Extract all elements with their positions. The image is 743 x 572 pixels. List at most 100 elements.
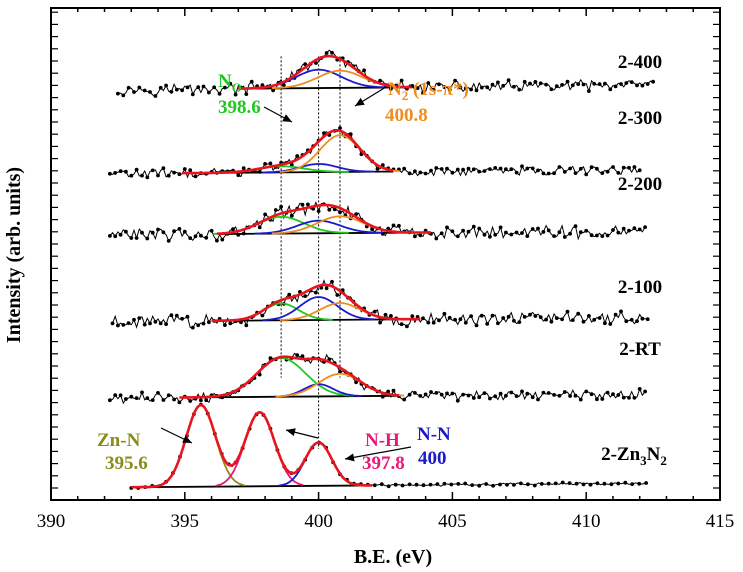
data-point (204, 235, 209, 240)
series-label-text: 2-400 (618, 52, 662, 73)
data-point (161, 398, 166, 402)
data-point (273, 208, 278, 212)
data-point (150, 398, 155, 402)
data-point (643, 389, 647, 394)
data-point (324, 51, 329, 55)
data-point (474, 323, 479, 328)
series-label-sub: 3 (640, 453, 647, 468)
data-point (129, 236, 134, 240)
data-point (557, 230, 562, 235)
data-point (201, 84, 206, 89)
annotation-arrow (344, 446, 412, 460)
data-point (413, 169, 417, 174)
data-point (552, 234, 556, 239)
data-point (581, 482, 586, 487)
data-point (158, 85, 163, 90)
data-point (611, 165, 615, 169)
data-point (546, 481, 551, 486)
data-point (525, 234, 530, 239)
data-point (442, 311, 447, 316)
data-point (528, 81, 532, 86)
data-point (150, 168, 155, 173)
data-point (108, 398, 112, 403)
data-point (279, 204, 283, 209)
data-point (479, 313, 484, 318)
data-point (637, 227, 642, 232)
data-point (428, 482, 433, 487)
data-point (442, 481, 447, 486)
data-point (530, 166, 535, 171)
data-point (190, 92, 195, 97)
annotation-arrowhead (282, 114, 292, 122)
data-point (429, 390, 433, 394)
data-point (595, 166, 599, 171)
data-point (113, 234, 118, 239)
data-point (249, 79, 254, 84)
data-point (108, 171, 112, 176)
data-point (568, 394, 572, 398)
data-point (314, 290, 318, 295)
data-point (378, 320, 382, 325)
data-point (399, 78, 404, 83)
data-point (426, 320, 431, 325)
data-point (201, 321, 206, 326)
data-point (544, 317, 548, 322)
data-point (608, 87, 613, 92)
data-point (188, 236, 193, 241)
data-point (504, 230, 508, 235)
data-point (584, 172, 589, 177)
data-point (445, 166, 449, 171)
data-line (117, 49, 654, 97)
annotation-arrowhead (345, 453, 355, 462)
x-tick-label: 390 (37, 511, 66, 532)
data-point (435, 482, 440, 486)
data-point (354, 380, 358, 385)
data-point (611, 228, 615, 232)
data-point (391, 223, 396, 228)
plot-frame (50, 7, 721, 501)
data-point (113, 171, 118, 175)
data-point (188, 168, 193, 173)
data-point (174, 87, 179, 92)
fit-envelope (238, 54, 412, 90)
data-point (402, 397, 407, 402)
data-point (338, 370, 342, 374)
data-point (587, 314, 591, 318)
data-point (386, 484, 391, 489)
data-point (613, 84, 618, 89)
data-point (289, 213, 294, 218)
data-point (132, 90, 136, 94)
data-point (196, 323, 201, 328)
data-point (335, 293, 340, 297)
data-point (413, 391, 417, 395)
data-point (546, 391, 551, 395)
data-point (635, 83, 639, 88)
data-point (166, 239, 171, 243)
series-label: 2-200 (618, 174, 662, 195)
data-point (573, 393, 578, 398)
data-point (110, 321, 115, 326)
data-point (477, 483, 482, 488)
data-point (140, 230, 144, 235)
data-point (517, 320, 522, 324)
data-point (619, 82, 623, 86)
data-point (493, 232, 498, 237)
data-point (383, 312, 388, 317)
data-point (150, 230, 155, 235)
data-point (587, 89, 591, 93)
data-point (520, 164, 524, 169)
data-point (244, 92, 249, 96)
data-point (405, 324, 409, 329)
data-point (268, 356, 273, 361)
data-point (488, 167, 492, 172)
peak-label: N2 (1s-π*) (388, 79, 469, 103)
data-point (324, 286, 329, 291)
peak-label-text: N (388, 79, 402, 100)
data-point (407, 482, 412, 487)
baseline (211, 318, 421, 322)
data-point (520, 231, 524, 235)
data-point (629, 317, 634, 322)
data-point (140, 390, 144, 395)
peak-label-text: N-H (365, 430, 400, 451)
data-point (137, 316, 142, 320)
